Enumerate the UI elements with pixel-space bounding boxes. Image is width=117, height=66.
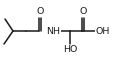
Text: O: O xyxy=(36,6,44,16)
Text: OH: OH xyxy=(95,27,110,36)
Text: O: O xyxy=(79,6,87,16)
Text: HO: HO xyxy=(63,45,77,55)
Text: NH: NH xyxy=(46,27,60,36)
